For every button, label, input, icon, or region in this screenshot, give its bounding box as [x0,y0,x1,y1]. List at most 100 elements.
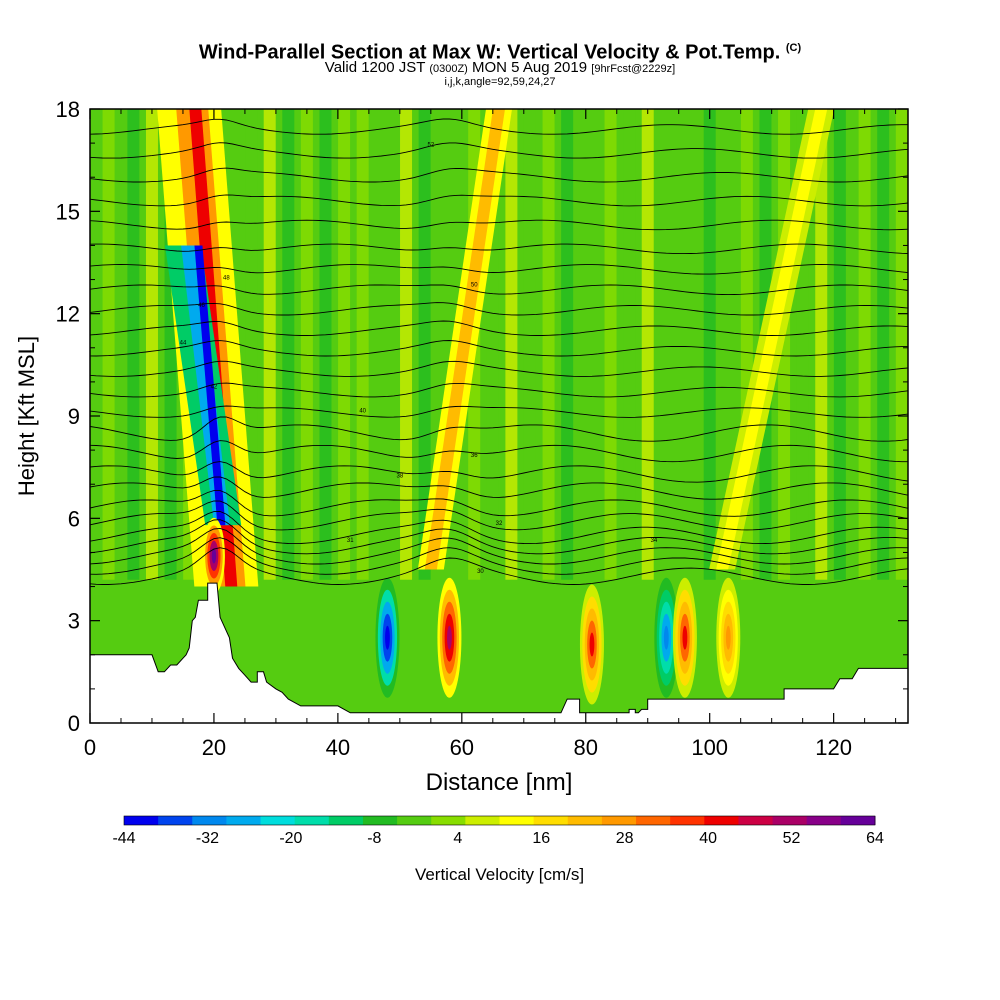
theta-contour-line [90,320,908,336]
chart-params: i,j,k,angle=92,59,24,27 [444,75,556,88]
colorbar-swatch [840,816,876,825]
colorbar-swatch [465,816,500,825]
theta-contour-label: 34 [651,538,658,544]
colorbar-swatch [226,816,262,825]
vv-streak [102,109,115,580]
colorbar-tick-label: -32 [196,830,219,847]
cell-ring [211,548,217,564]
theta-contour-line [90,527,908,565]
tilted-wave-band-layer [424,109,505,570]
colorbar-swatch [397,816,432,825]
colorbar-swatch [704,816,739,825]
colorbar-tick-label: 64 [866,830,884,847]
cell-ring [725,625,731,650]
colorbar-tick-label: 52 [783,830,801,847]
colorbar-swatch [533,816,569,825]
vv-streak [877,109,890,580]
theta-contour-label: 30 [477,569,484,575]
x-tick-label: 80 [574,735,598,760]
colorbar-tick-label: -20 [279,830,302,847]
x-tick-label: 60 [450,735,474,760]
vv-streak [815,109,828,580]
y-tick-label: 9 [68,404,80,429]
colorbar-swatch [192,816,227,825]
updraft-cell [716,577,741,698]
vv-streak [523,109,536,580]
colorbar-swatch [158,816,193,825]
theta-contour-line [90,284,908,296]
y-tick-label: 3 [68,609,80,634]
tilted-wave-band [417,109,512,570]
theta-contour-line [90,264,908,275]
theta-contour-line [90,416,908,442]
cell-ring [447,625,452,650]
cell-ring [663,625,669,650]
colorbar-swatch [124,816,159,825]
theta-contour-label: 50 [471,282,478,288]
vv-streak [356,109,369,580]
theta-contour-label: 52 [427,143,434,149]
colorbar-label: Vertical Velocity [cm/s] [415,865,584,884]
colorbar-tick-label: 4 [453,830,462,847]
theta-contour-line [90,243,908,255]
downdraft-cell [654,577,679,698]
y-axis-label: Height [Kft MSL] [14,336,39,496]
colorbar-frame [123,815,876,826]
theta-contour-label: 48 [223,276,230,282]
theta-contour-line [90,476,908,500]
y-tick-label: 12 [56,302,80,327]
theta-contour-line [90,118,908,135]
colorbar-swatch [772,816,808,825]
theta-contour-label: 36 [471,453,478,459]
x-tick-label: 0 [84,735,96,760]
y-tick-label: 6 [68,506,80,531]
theta-contour-line [90,142,908,159]
vv-streak [561,109,574,580]
theta-contours [90,118,908,585]
colorbar-tick-label: 16 [532,830,550,847]
colorbar-swatch [601,816,637,825]
vv-streak [338,109,351,580]
colorbar-swatch [328,816,364,825]
vv-streak [300,109,313,580]
x-tick-label: 120 [815,735,852,760]
vv-streak [145,109,158,580]
chart-title-block: Wind-Parallel Section at Max W: Vertical… [0,36,1000,88]
colorbar-swatch [499,816,535,825]
theta-contour-line [90,440,908,463]
vv-streak [604,109,617,580]
colorbar-swatch [806,816,842,825]
theta-contour-line [90,360,908,377]
x-tick-label: 40 [326,735,350,760]
theta-contour-line [90,511,908,545]
theta-contour-line [90,382,908,398]
vv-streak [542,109,555,580]
cell-ring [589,632,595,657]
colorbar-swatch [260,816,296,825]
downdraft-cell [375,577,400,698]
colorbar-swatch [567,816,603,825]
updraft-cell [437,577,462,698]
colorbar-swatch [670,816,705,825]
theta-contour-line [90,167,908,183]
y-tick-label: 0 [68,711,80,736]
y-tick-label: 18 [56,97,80,122]
vv-streak [833,109,846,580]
tilted-wave-band-layer [716,109,828,570]
chart-subtitle: Valid 1200 JST (0300Z) MON 5 Aug 2019 [9… [324,58,676,76]
y-tick-label: 15 [56,199,80,224]
terrain [90,582,908,723]
theta-contour-label: 32 [496,521,503,527]
theta-contour-label: 46 [198,303,205,309]
vv-streak [400,109,413,580]
x-tick-label: 100 [691,735,728,760]
colorbar-tick-label: -44 [112,830,135,847]
vv-streak [319,109,332,580]
colorbar-swatch [294,816,330,825]
updraft-cell [579,584,604,705]
theta-contour-line [90,194,908,207]
colorbar-swatch [636,816,671,825]
vv-streak [641,109,654,580]
cell-ring [682,625,688,650]
